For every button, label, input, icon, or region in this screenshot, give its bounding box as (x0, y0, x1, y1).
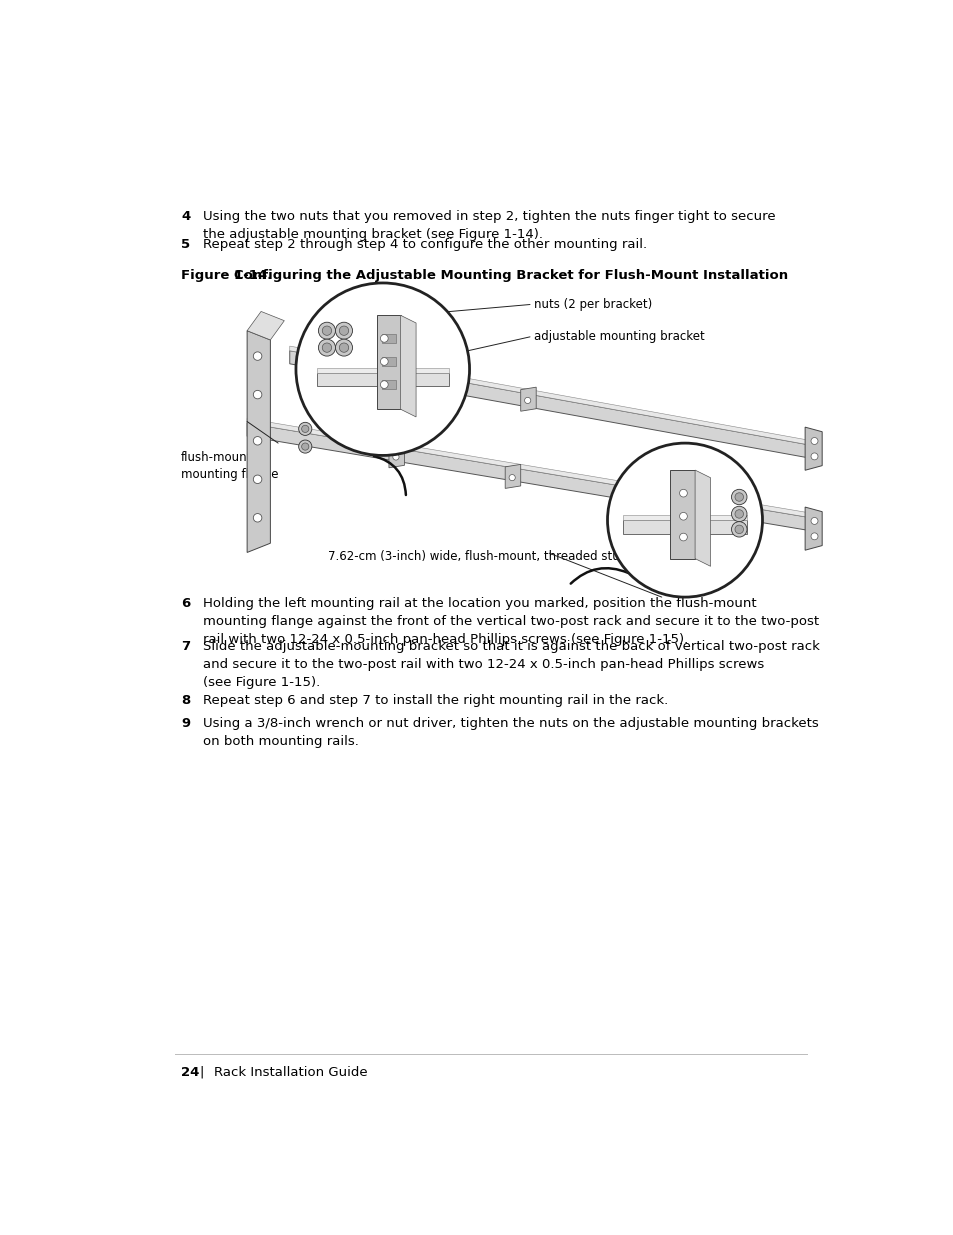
Bar (381, 333, 395, 343)
Text: adjustable mounting bracket: adjustable mounting bracket (534, 330, 704, 343)
Circle shape (734, 493, 742, 501)
Circle shape (253, 352, 261, 361)
Circle shape (301, 425, 309, 432)
Circle shape (335, 322, 353, 340)
Circle shape (301, 443, 309, 451)
Text: 4: 4 (181, 210, 191, 222)
Circle shape (810, 532, 817, 540)
Text: Using a 3/8-inch wrench or nut driver, tighten the nuts on the adjustable mounti: Using a 3/8-inch wrench or nut driver, t… (203, 718, 818, 748)
Text: Slide the adjustable-mounting bracket so that it is against the back of vertical: Slide the adjustable-mounting bracket so… (203, 640, 819, 689)
Circle shape (509, 474, 515, 480)
Text: 7: 7 (181, 640, 191, 653)
Circle shape (253, 475, 261, 484)
Circle shape (318, 340, 335, 356)
Polygon shape (620, 485, 637, 509)
Circle shape (607, 443, 761, 597)
Circle shape (679, 513, 686, 520)
Circle shape (298, 440, 312, 453)
Circle shape (393, 454, 398, 461)
Text: Repeat step 6 and step 7 to install the right mounting rail in the rack.: Repeat step 6 and step 7 to install the … (203, 694, 667, 708)
Circle shape (322, 343, 332, 352)
Polygon shape (376, 315, 400, 409)
Polygon shape (316, 373, 448, 387)
Circle shape (810, 517, 817, 525)
Text: 6: 6 (181, 597, 191, 610)
Text: nuts (2 per bracket): nuts (2 per bracket) (534, 298, 652, 311)
Text: 5: 5 (181, 238, 191, 251)
Bar (381, 380, 395, 389)
Circle shape (318, 322, 335, 340)
Circle shape (335, 340, 353, 356)
Polygon shape (247, 424, 820, 532)
Circle shape (731, 506, 746, 521)
Circle shape (416, 378, 422, 384)
Polygon shape (316, 368, 448, 373)
Bar (381, 357, 395, 366)
Circle shape (339, 343, 349, 352)
Text: Configuring the Adjustable Mounting Bracket for Flush-Mount Installation: Configuring the Adjustable Mounting Brac… (233, 269, 787, 282)
Circle shape (253, 514, 261, 522)
Polygon shape (622, 520, 746, 534)
Circle shape (339, 326, 349, 336)
FancyArrowPatch shape (374, 456, 405, 495)
FancyArrowPatch shape (570, 568, 627, 584)
Polygon shape (400, 315, 416, 417)
Polygon shape (505, 464, 520, 488)
Circle shape (679, 534, 686, 541)
Circle shape (253, 390, 261, 399)
Circle shape (524, 398, 530, 404)
Circle shape (322, 326, 332, 336)
Circle shape (253, 436, 261, 445)
Circle shape (298, 422, 312, 436)
Circle shape (734, 510, 742, 519)
Text: 7.62-cm (3-inch) wide, flush-mount, threaded studs: 7.62-cm (3-inch) wide, flush-mount, thre… (328, 550, 633, 563)
Text: Figure 1-14.: Figure 1-14. (181, 269, 273, 282)
Text: |: | (199, 1066, 204, 1078)
Polygon shape (290, 346, 820, 447)
Circle shape (380, 358, 388, 366)
Circle shape (810, 453, 817, 459)
Circle shape (679, 489, 686, 496)
Text: flush-mount
mounting flange: flush-mount mounting flange (181, 451, 278, 480)
Circle shape (810, 437, 817, 445)
Polygon shape (804, 508, 821, 551)
Polygon shape (669, 471, 695, 558)
Text: Holding the left mounting rail at the location you marked, position the flush-mo: Holding the left mounting rail at the lo… (203, 597, 819, 646)
Circle shape (731, 521, 746, 537)
Polygon shape (247, 419, 820, 520)
Polygon shape (622, 515, 746, 520)
Polygon shape (695, 471, 710, 567)
Polygon shape (290, 351, 820, 461)
Circle shape (380, 335, 388, 342)
Circle shape (624, 495, 631, 501)
Text: Repeat step 2 through step 4 to configure the other mounting rail.: Repeat step 2 through step 4 to configur… (203, 238, 646, 251)
Polygon shape (247, 331, 270, 552)
Polygon shape (247, 311, 284, 340)
Polygon shape (520, 388, 536, 411)
Circle shape (731, 489, 746, 505)
Text: 8: 8 (181, 694, 191, 708)
Polygon shape (412, 368, 427, 391)
Text: Rack Installation Guide: Rack Installation Guide (213, 1066, 367, 1078)
Circle shape (734, 525, 742, 534)
Polygon shape (389, 443, 404, 468)
Text: 9: 9 (181, 718, 191, 730)
Circle shape (295, 283, 469, 456)
Text: 24: 24 (181, 1066, 199, 1078)
Polygon shape (804, 427, 821, 471)
Circle shape (380, 380, 388, 389)
Text: Using the two nuts that you removed in step 2, tighten the nuts finger tight to : Using the two nuts that you removed in s… (203, 210, 775, 241)
